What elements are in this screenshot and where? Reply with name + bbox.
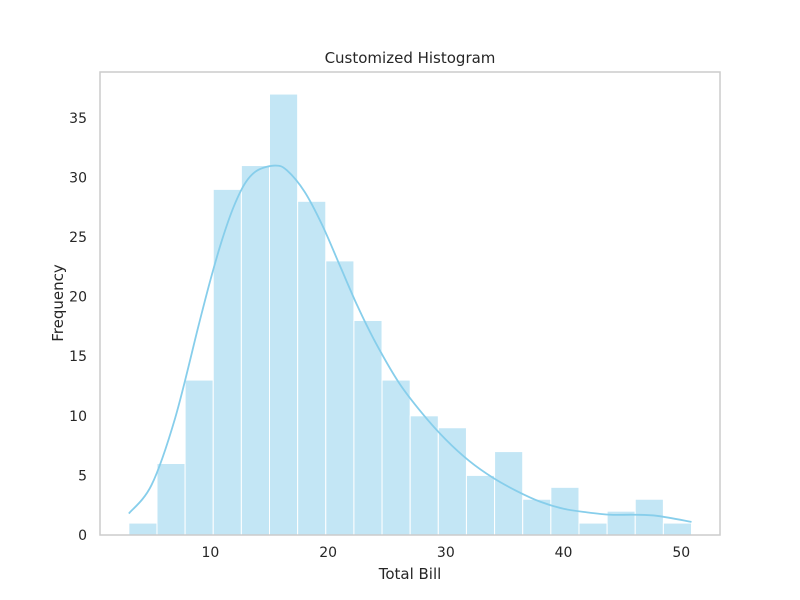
histogram-bar: [437, 427, 467, 536]
kde-curve: [128, 164, 692, 523]
y-tick-label: 25: [69, 230, 87, 246]
histogram-bar: [297, 200, 327, 536]
chart-title: Customized Histogram: [325, 49, 496, 67]
histogram-bar: [381, 379, 411, 536]
histogram-bar: [240, 165, 271, 536]
x-tick-label: 50: [672, 545, 690, 561]
plot-area: 10 20 30 40 50 0 5 10 15 20 25 30 35: [69, 71, 721, 561]
y-tick-label: 20: [69, 290, 87, 306]
x-tick-label: 20: [319, 545, 337, 561]
y-tick-label: 10: [69, 409, 87, 425]
y-tick-label: 15: [69, 349, 87, 365]
histogram-bar: [212, 188, 242, 536]
histogram-bar: [465, 474, 496, 536]
histogram-bar: [522, 498, 552, 536]
y-tick-label: 35: [69, 111, 87, 127]
histogram-bar: [353, 319, 383, 536]
y-tick-label: 30: [69, 170, 87, 186]
y-axis-label: Frequency: [49, 264, 67, 342]
y-tick-label: 0: [78, 528, 87, 544]
histogram-bar: [269, 93, 299, 536]
x-axis-label: Total Bill: [378, 565, 442, 583]
histogram-bar: [128, 522, 158, 536]
histogram-bar: [409, 415, 439, 536]
x-tick-label: 10: [202, 545, 220, 561]
plot-frame: [99, 71, 721, 536]
histogram-bar: [662, 522, 693, 536]
x-tick-label: 30: [437, 545, 455, 561]
histogram-bar: [634, 498, 664, 536]
histogram-bar: [494, 451, 524, 536]
histogram-bar: [156, 462, 186, 536]
histogram-bar: [578, 522, 608, 536]
histogram-bar: [184, 379, 214, 536]
x-tick-label: 40: [555, 545, 573, 561]
histogram-bar: [325, 260, 355, 536]
y-tick-label: 5: [78, 468, 87, 484]
